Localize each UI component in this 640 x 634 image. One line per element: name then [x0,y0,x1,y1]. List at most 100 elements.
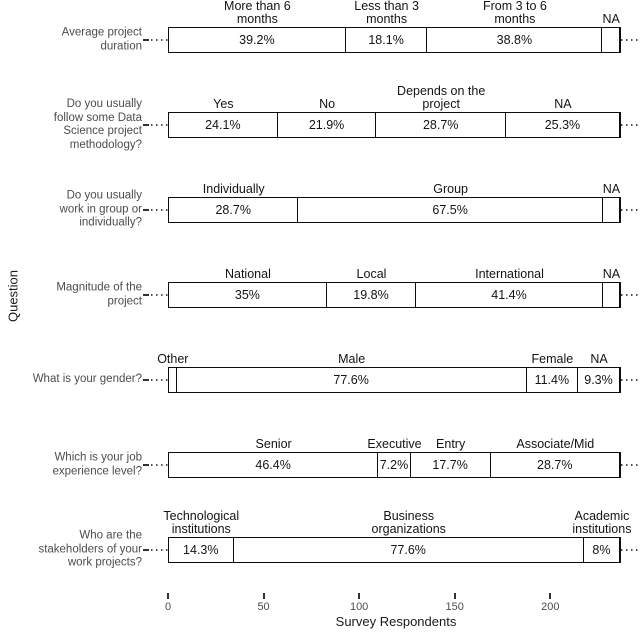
bar-segment: 77.6% [177,368,527,392]
bar-segment: 39.2% [169,28,346,52]
bar-segment: 19.8% [327,283,417,307]
segment-value-label: 28.7% [537,458,573,472]
x-tick-mark [453,593,456,599]
segment-category-label: More than 6 months [224,0,291,26]
y-tick-mark [143,294,149,296]
segment-category-label: Entry [436,436,466,451]
segment-category-label: Associate/Mid [516,436,595,451]
segment-value-label: 14.3% [183,543,219,557]
segment-value-label: 77.6% [333,373,369,387]
bar-segment [603,283,620,307]
bar-segment: 21.9% [278,113,377,137]
y-axis-title: Question [5,269,21,323]
segment-category-label: National [224,266,271,281]
segment-category-label: Business organizations [371,508,446,536]
segment-value-label: 77.6% [390,543,426,557]
bar-segment: 9.3% [578,368,620,392]
segment-value-label: 28.7% [215,203,251,217]
segment-category-label: NA [554,96,572,111]
bar-row: 46.4% Senior 7.2% Executive 17.7% Entry 28.7% A… [168,437,621,478]
bar-segment: 38.8% [427,28,603,52]
segment-value-label: 11.4% [534,373,570,387]
segment-value-label: 9.3% [584,373,613,387]
segment-category-label: Yes [213,96,234,111]
segment-category-label: Technological institutions [163,508,240,536]
x-axis-title: Survey Respondents [335,614,457,629]
bar-segment: 35% [169,283,327,307]
question-label: Do you usually follow some Data Science … [53,97,142,151]
segment-category-label: Female [531,351,574,366]
x-tick-mark [167,593,169,599]
segment-category-label: Academic institutions [572,508,632,536]
bar-segment: 28.7% [169,198,299,222]
segment-category-label: NA [602,181,621,196]
segment-value-label: 17.7% [432,458,468,472]
segment-category-label: Other [157,351,189,366]
segment-category-label: Less than 3 months [354,0,419,26]
bar-row: 39.2% More than 6 months 18.1% Less than 3 … [168,0,621,53]
y-tick-mark [143,379,149,381]
bar-segment: 25.3% [506,113,620,137]
bar-segment: 7.2% [378,453,411,477]
bar-row: 35% National 19.8% Local 41.4% International N… [168,267,621,308]
segment-value-label: 19.8% [353,288,389,302]
bar-segment: 11.4% [527,368,579,392]
y-tick-mark [143,549,149,551]
bar-segment: 67.5% [298,198,603,222]
segment-value-label: 21.9% [308,118,345,132]
y-tick-mark [143,124,149,126]
bar-segment: 24.1% [169,113,278,137]
segment-value-label: 18.1% [368,33,404,47]
bar-segment: 28.7% [491,453,620,477]
bar-row: 28.7% Individually 67.5% Group NA [168,182,621,223]
segment-category-label: Senior [255,436,292,451]
y-tick-mark [143,39,149,41]
segment-category-label: No [319,96,336,111]
bar-segment: 41.4% [416,283,603,307]
x-tick-label: 100 [349,601,369,613]
x-tick-label: 50 [257,601,270,613]
segment-category-label: Local [356,266,387,281]
segment-category-label: Executive [367,436,422,451]
segment-category-label: Male [338,351,366,366]
bar-segment: 8% [584,538,620,562]
question-label: What is your gender? [32,373,142,386]
segment-value-label: 28.7% [422,118,459,132]
question-label: Magnitude of the project [56,281,142,307]
segment-value-label: 24.1% [205,118,241,132]
bar-segment: 28.7% [376,113,506,137]
x-tick-mark [358,593,361,599]
segment-category-label: NA [590,351,608,366]
x-tick-mark [549,593,552,599]
bar-segment [169,368,177,392]
segment-value-label: 25.3% [544,118,581,132]
bar-segment [602,28,620,52]
segment-category-label: Group [433,181,469,196]
bar-row: Other 77.6% Male 11.4% Female 9.3% NA [157,352,621,393]
bar-segment: 46.4% [169,453,379,477]
x-tick-mark [262,593,265,599]
segment-value-label: 41.4% [491,288,527,302]
bar-row: 24.1% Yes 21.9% No 28.7% Depends on the proje… [168,84,621,138]
segment-category-label: Individually [202,181,265,196]
segment-category-label: International [475,266,544,281]
segment-value-label: 38.8% [496,33,533,47]
segment-value-label: 46.4% [255,458,291,472]
segment-value-label: 8% [592,543,611,557]
question-label: Who are the stakeholders of your work pr… [38,529,142,569]
x-tick-label: 150 [445,601,464,613]
segment-value-label: 39.2% [239,33,275,47]
y-tick-mark [143,209,149,211]
bar-segment: 14.3% [169,538,234,562]
segment-category-label: Depends on the project [397,83,486,111]
x-tick-label: 0 [164,601,172,613]
bar-segment: 18.1% [346,28,428,52]
y-tick-mark [143,464,149,466]
question-label: Average project duration [61,26,142,52]
question-label: Do you usually work in group or individu… [59,189,142,229]
bar-segment [603,198,620,222]
segment-value-label: 35% [234,288,260,302]
bar-segment: 77.6% [234,538,584,562]
segment-value-label: 67.5% [432,203,468,217]
